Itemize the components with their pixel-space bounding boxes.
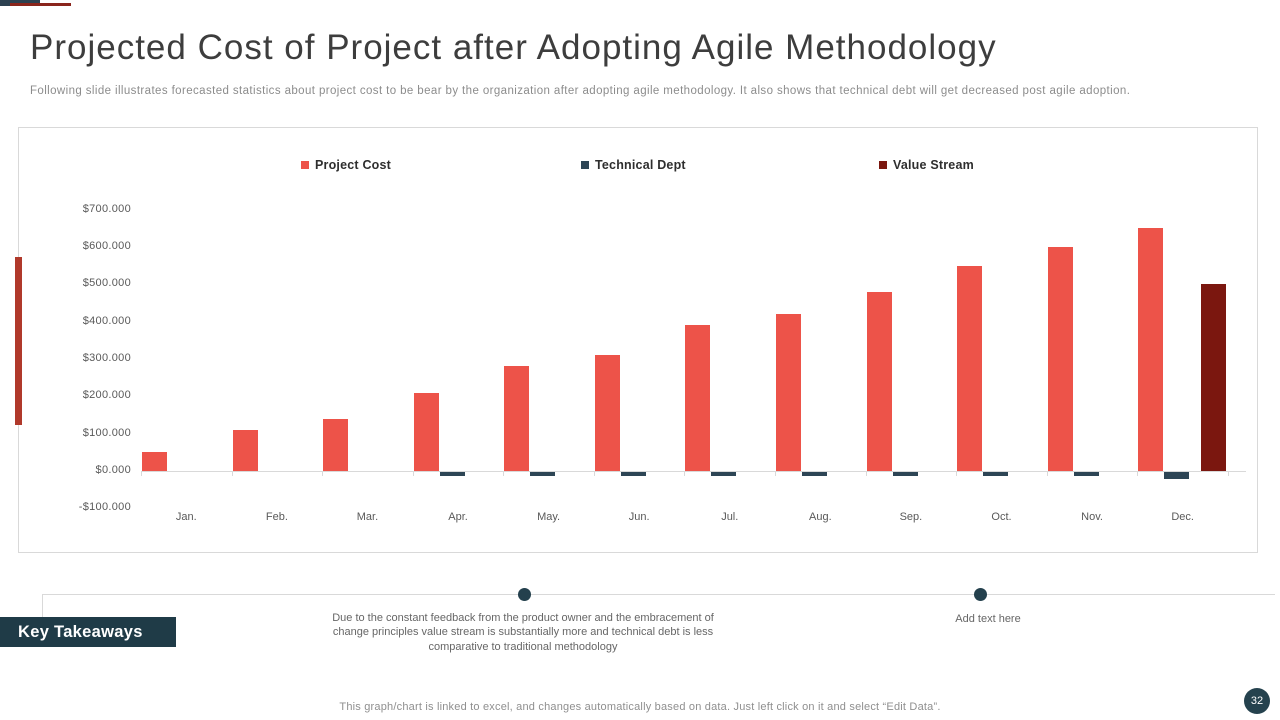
x-axis-tick-label: Jan. [175,511,197,523]
bar-project-cost-feb [232,429,258,471]
legend-label: Project Cost [315,158,392,172]
x-axis-tick-label: Dec. [1171,511,1194,523]
page-title: Projected Cost of Project after Adopting… [30,28,997,67]
bar-technical-dept-dec [1164,472,1190,480]
page-number-badge: 32 [1244,688,1270,714]
x-axis-tick-mark [593,471,595,476]
x-axis-tick-mark [1137,471,1139,476]
x-axis-tick-mark [775,471,777,476]
y-axis-tick-label: $600.000 [82,240,131,253]
x-axis-tick-label: Nov. [1081,511,1103,523]
takeaway-text-1: Due to the constant feedback from the pr… [332,612,714,653]
bar-project-cost-may [504,366,530,471]
bar-project-cost-jan [142,452,167,471]
bar-value-stream-dec [1201,284,1227,471]
page-subtitle: Following slide illustrates forecasted s… [30,85,1131,97]
takeaway-timeline-connector [42,594,43,618]
y-axis-tick-label: $300.000 [82,352,131,364]
bar-technical-dept-apr [439,472,465,476]
legend-item-value-stream: Value Stream [879,157,974,173]
bar-project-cost-mar [323,418,349,471]
x-axis-tick-mark [956,471,958,476]
y-axis-tick-label: $500.000 [82,277,131,290]
footer-note: This graph/chart is linked to excel, and… [339,701,941,713]
x-axis-tick-label: Apr. [448,511,468,523]
timeline-dot-2 [974,588,987,601]
x-axis-tick-mark [141,471,142,476]
key-takeaways-header: Key Takeaways [0,617,176,647]
x-axis-tick-label: Oct. [991,511,1012,523]
bar-project-cost-aug [776,314,802,471]
x-axis-tick-mark [322,471,324,476]
bar-technical-dept-sep [892,472,918,477]
bar-technical-dept-oct [983,472,1009,477]
x-axis-tick-label: Jul. [721,511,739,523]
bar-project-cost-sep [866,291,892,471]
legend-label: Value Stream [893,158,974,172]
y-axis-tick-label: $100.000 [82,426,131,439]
bar-project-cost-oct [957,265,983,471]
takeaway-timeline-line [42,594,1275,595]
y-axis-tick-label: $400.000 [82,314,131,327]
bar-technical-dept-jun [620,472,646,476]
bar-project-cost-dec [1138,228,1164,471]
y-axis-tick-label: $0.000 [95,464,131,476]
x-axis-tick-label: Sep. [899,511,923,523]
legend-swatch-icon [581,161,589,169]
y-axis-tick-label: $700.000 [82,202,131,215]
x-axis-tick-label: Feb. [265,511,288,523]
takeaway-placeholder-2[interactable]: Add text here [955,613,1021,625]
x-axis-tick-label: Mar. [356,511,379,523]
x-axis-tick-mark [1046,471,1048,476]
bar-project-cost-jun [594,355,620,471]
x-axis-tick-mark [503,471,505,476]
bar-technical-dept-nov [1073,472,1099,477]
bar-project-cost-apr [413,392,439,471]
legend-swatch-icon [879,161,887,169]
top-left-red-line-decoration [10,3,71,6]
bar-project-cost-nov [1047,247,1073,471]
bar-technical-dept-aug [802,472,828,477]
y-axis-tick-label: -$100.000 [78,501,131,514]
x-axis-tick-mark [1227,471,1229,476]
bar-technical-dept-jul [711,472,737,477]
x-axis-tick-label: May. [537,511,561,523]
x-axis-tick-mark [684,471,686,476]
x-axis-tick-mark [865,471,867,476]
bar-project-cost-jul [685,325,711,471]
x-axis-tick-label: Jun. [628,511,650,523]
legend-item-project-cost: Project Cost [301,157,391,173]
legend-swatch-icon [301,161,309,169]
left-red-accent-bar [15,257,22,425]
legend-label: Technical Dept [595,158,686,172]
x-axis-tick-mark [412,471,414,476]
timeline-dot-1 [518,588,531,601]
bar-technical-dept-may [530,472,556,476]
y-axis-tick-label: $200.000 [82,389,131,402]
x-axis-tick-label: Aug. [809,511,832,523]
x-axis-line [141,471,1246,472]
bar-chart[interactable]: Project Cost Technical Dept Value Stream $… [18,127,1258,553]
x-axis-tick-mark [231,471,233,476]
legend-item-technical-dept: Technical Dept [581,157,686,173]
